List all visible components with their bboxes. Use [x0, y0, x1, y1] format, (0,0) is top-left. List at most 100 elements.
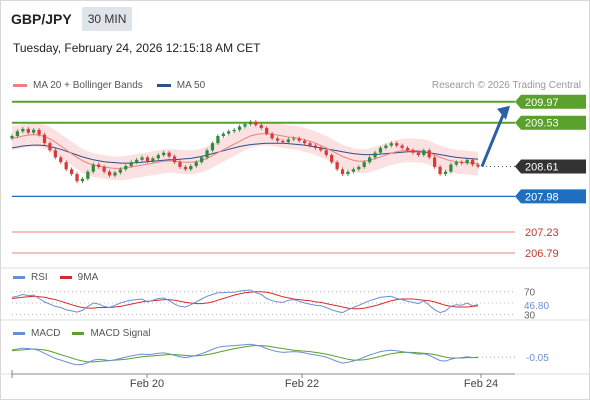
candle-body [189, 165, 193, 170]
ma50-line [11, 142, 479, 164]
candle-body [118, 169, 122, 173]
legend-rsi: RSI [13, 272, 48, 283]
candle-body [433, 157, 437, 167]
candle-body [275, 138, 280, 141]
candle-body [405, 147, 410, 151]
candle-body [237, 126, 242, 130]
candle-body [135, 159, 139, 163]
projection-arrow-head [497, 105, 510, 120]
level-label-208.61: 208.61 [525, 161, 559, 173]
candle-body [340, 169, 345, 175]
rsi-legend: RSI 9MA [13, 272, 110, 283]
candle-body [107, 171, 112, 176]
candle-body [324, 150, 328, 156]
level-label-209.53: 209.53 [525, 118, 559, 130]
candle-body [281, 140, 285, 143]
candle-body [476, 164, 480, 167]
instrument-title: GBP/JPY [11, 11, 72, 27]
candle-body [395, 143, 399, 146]
candle-body [172, 156, 177, 163]
candle-body [221, 133, 225, 137]
chart-header: GBP/JPY 30 MIN [11, 7, 133, 31]
candle-body [259, 125, 263, 128]
rsi-level-label-70: 70 [524, 288, 536, 299]
legend-ma20: MA 20 + Bollinger Bands [13, 80, 143, 91]
candle-body [140, 157, 144, 160]
candle-body [454, 162, 458, 165]
candle-body [145, 157, 150, 162]
candle-body [346, 171, 350, 175]
legend-macd-label: MACD [31, 328, 61, 339]
rsi-level-label-30: 30 [524, 310, 536, 321]
candle-body [460, 162, 464, 164]
candle-body [422, 150, 426, 156]
candle-body [69, 169, 74, 175]
candle-body [210, 143, 215, 151]
level-tag-209.53 [515, 115, 586, 130]
candle-body [151, 158, 155, 162]
candle-body [400, 145, 404, 148]
legend-ma50: MA 50 [156, 80, 206, 91]
candle-body [42, 134, 47, 144]
legend-9ma-swatch [59, 276, 72, 279]
candle-body [351, 169, 355, 172]
timeframe-button[interactable]: 30 MIN [81, 7, 133, 31]
candle-body [243, 124, 247, 127]
rsi-current-bg [520, 297, 554, 311]
candle-body [449, 164, 453, 172]
candle-body [313, 145, 318, 148]
candle-body [378, 147, 383, 153]
candle-body [64, 162, 68, 170]
candle-body [368, 157, 372, 163]
candle-body [26, 128, 30, 133]
candle-body [362, 162, 366, 167]
candle-body [162, 152, 166, 156]
legend-ma20-label: MA 20 + Bollinger Bands [33, 80, 143, 91]
legend-signal-swatch [72, 332, 85, 335]
legend-ma50-label: MA 50 [176, 80, 206, 91]
level-tag-207.98 [515, 189, 586, 204]
level-tag-208.61 [515, 159, 586, 174]
legend-rsi-label: RSI [31, 272, 48, 283]
legend-signal-label: MACD Signal [90, 328, 151, 339]
candle-body [373, 152, 377, 158]
candle-body [178, 162, 182, 167]
legend-rsi-swatch [13, 276, 25, 279]
level-label-207.98: 207.98 [525, 191, 559, 203]
candle-body [443, 171, 448, 175]
candle-body [286, 139, 290, 143]
level-tag-209.97 [515, 94, 586, 109]
candle-body [205, 150, 209, 158]
candle-body [32, 129, 36, 133]
candle-body [59, 157, 63, 163]
candle-body [470, 159, 475, 165]
x-tick-label: Feb 22 [285, 378, 319, 390]
x-tick-label: Feb 24 [464, 378, 498, 390]
rsi-current-label: 46.80 [524, 301, 549, 312]
candle-body [292, 138, 296, 140]
candle-body [156, 155, 160, 159]
candle-body [91, 164, 95, 172]
candle-body [308, 143, 312, 146]
candle-body [53, 150, 57, 158]
legend-9ma-label: 9MA [77, 272, 99, 283]
candle-body [297, 138, 301, 141]
candle-body [113, 172, 117, 176]
candle-body [124, 165, 128, 170]
candle-body [15, 131, 20, 137]
level-label-209.97: 209.97 [525, 97, 559, 109]
macd-line [11, 343, 479, 366]
candle-body [438, 166, 442, 175]
candle-body [330, 155, 334, 163]
candle-body [102, 166, 106, 172]
candle-body [75, 174, 79, 182]
candle-body [248, 121, 253, 125]
macd-current-label: -0.05 [526, 353, 549, 364]
candle-body [80, 178, 85, 182]
candle-body [129, 162, 133, 166]
legend-macd-swatch [13, 332, 25, 335]
candle-body [216, 136, 220, 144]
candle-body [265, 127, 269, 134]
candle-body [389, 143, 393, 146]
